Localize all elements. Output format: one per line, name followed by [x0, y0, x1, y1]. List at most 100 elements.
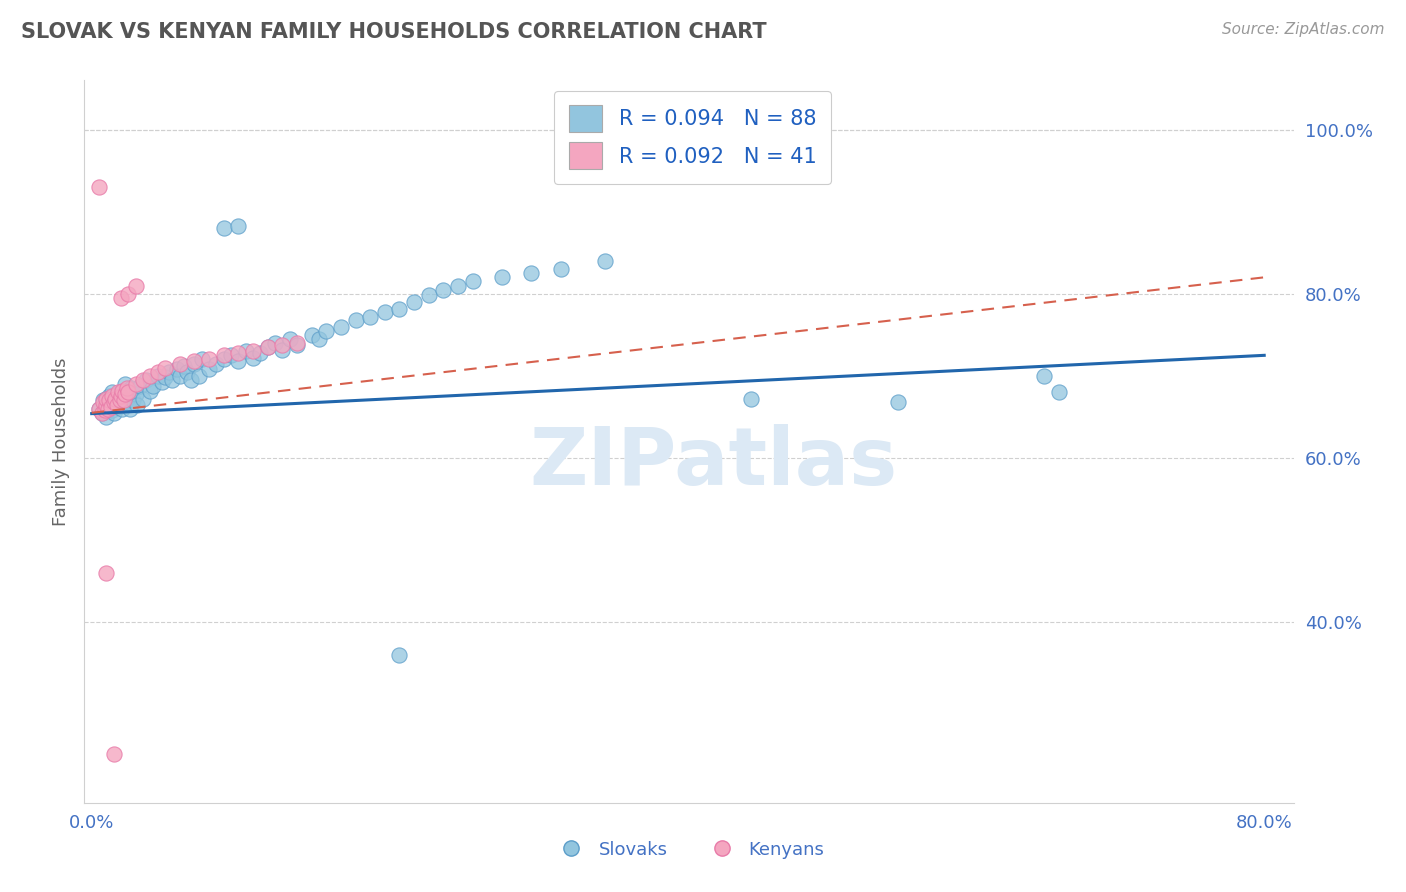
Y-axis label: Family Households: Family Households: [52, 358, 70, 525]
Point: [219, 348, 242, 362]
Text: SLOVAK VS KENYAN FAMILY HOUSEHOLDS CORRELATION CHART: SLOVAK VS KENYAN FAMILY HOUSEHOLDS CORRE…: [21, 22, 766, 42]
Point: [359, 310, 381, 324]
Point: [114, 387, 136, 401]
Point: [1033, 368, 1056, 383]
Point: [153, 370, 176, 384]
Point: [115, 392, 138, 406]
Point: [101, 403, 124, 417]
Point: [520, 266, 543, 280]
Point: [104, 392, 127, 406]
Point: [112, 395, 135, 409]
Point: [120, 381, 142, 395]
Point: [264, 336, 287, 351]
Point: [110, 291, 132, 305]
Point: [139, 368, 162, 383]
Point: [461, 275, 484, 289]
Point: [183, 354, 205, 368]
Point: [162, 373, 184, 387]
Point: [101, 385, 124, 400]
Point: [124, 387, 146, 401]
Point: [129, 378, 152, 392]
Point: [142, 378, 165, 392]
Point: [124, 278, 146, 293]
Point: [112, 389, 135, 403]
Point: [226, 354, 249, 368]
Point: [107, 387, 129, 401]
Point: [447, 278, 470, 293]
Point: [329, 319, 352, 334]
Point: [418, 288, 440, 302]
Point: [212, 352, 235, 367]
Point: [105, 398, 128, 412]
Point: [150, 376, 173, 390]
Point: [124, 377, 146, 392]
Point: [93, 393, 115, 408]
Point: [169, 357, 191, 371]
Point: [110, 393, 132, 408]
Point: [108, 398, 131, 412]
Point: [98, 389, 121, 403]
Point: [887, 395, 910, 409]
Point: [96, 566, 118, 580]
Point: [107, 400, 129, 414]
Point: [114, 377, 136, 392]
Point: [285, 336, 308, 351]
Point: [388, 648, 411, 662]
Point: [404, 295, 426, 310]
Point: [97, 401, 120, 416]
Point: [98, 401, 121, 416]
Point: [271, 343, 294, 357]
Point: [139, 384, 162, 398]
Point: [180, 373, 202, 387]
Point: [94, 403, 117, 417]
Point: [111, 384, 134, 398]
Point: [212, 348, 235, 362]
Point: [256, 340, 278, 354]
Text: Source: ZipAtlas.com: Source: ZipAtlas.com: [1222, 22, 1385, 37]
Point: [87, 401, 110, 416]
Point: [173, 359, 195, 373]
Point: [278, 332, 301, 346]
Point: [112, 393, 135, 408]
Point: [96, 398, 118, 412]
Point: [301, 327, 323, 342]
Point: [132, 392, 155, 406]
Point: [87, 180, 110, 194]
Point: [117, 286, 139, 301]
Point: [96, 409, 118, 424]
Point: [101, 389, 124, 403]
Point: [146, 368, 169, 383]
Point: [93, 395, 115, 409]
Point: [103, 395, 125, 409]
Point: [176, 365, 198, 379]
Point: [103, 393, 125, 408]
Point: [98, 393, 121, 408]
Point: [235, 344, 257, 359]
Point: [308, 332, 330, 346]
Point: [110, 389, 132, 403]
Point: [115, 381, 138, 395]
Point: [256, 340, 278, 354]
Point: [132, 373, 155, 387]
Point: [740, 392, 762, 406]
Point: [110, 385, 132, 400]
Point: [242, 351, 264, 365]
Point: [87, 401, 110, 416]
Point: [198, 352, 221, 367]
Point: [226, 219, 249, 234]
Point: [249, 346, 271, 360]
Point: [91, 406, 114, 420]
Point: [183, 357, 205, 371]
Point: [100, 398, 122, 412]
Point: [103, 747, 125, 761]
Point: [550, 262, 572, 277]
Point: [242, 344, 264, 359]
Point: [121, 393, 143, 408]
Point: [344, 313, 367, 327]
Point: [108, 393, 131, 408]
Point: [111, 401, 134, 416]
Point: [205, 357, 228, 371]
Point: [388, 301, 411, 316]
Point: [432, 283, 454, 297]
Point: [166, 362, 188, 376]
